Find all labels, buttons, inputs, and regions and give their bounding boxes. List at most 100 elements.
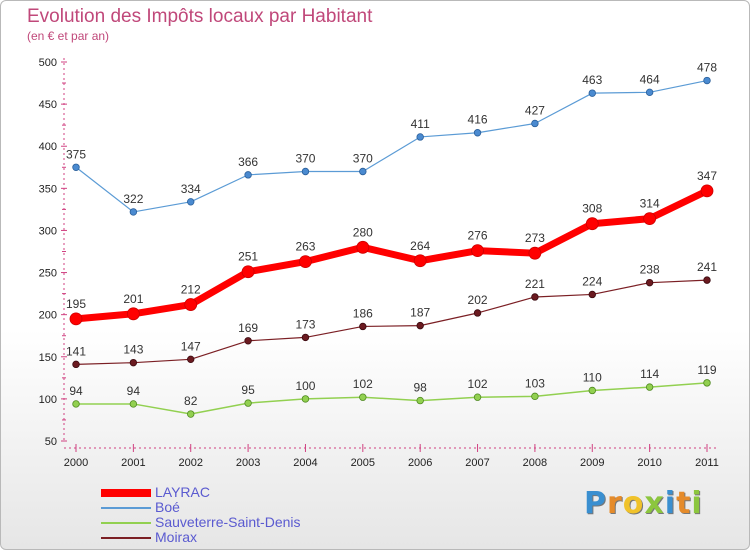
data-point: [72, 163, 80, 171]
data-label: 95: [241, 383, 255, 397]
y-tick-label: 450: [39, 99, 57, 111]
data-label: 280: [353, 225, 373, 239]
legend-label: Sauveterre-Saint-Denis: [155, 514, 301, 530]
legend-swatch: [101, 507, 151, 509]
chart-subtitle: (en € et par an): [27, 29, 110, 43]
x-tick-label: 2009: [580, 457, 604, 469]
data-point: [244, 399, 252, 407]
data-point: [703, 76, 711, 85]
series-moirax: 141 143 147 169 173 186 187 202 221 224 238 241: [66, 260, 717, 369]
data-point: [187, 355, 195, 364]
logo-letter: P: [584, 486, 607, 521]
data-point: [588, 386, 596, 395]
data-label: 147: [181, 339, 201, 353]
data-label: 464: [640, 72, 660, 86]
data-label: 416: [468, 113, 488, 127]
legend-label: Boé: [155, 499, 180, 515]
data-point: [72, 360, 80, 369]
data-label: 224: [582, 274, 602, 288]
data-label: 173: [295, 317, 315, 331]
chart-title: Evolution des Impôts locaux par Habitant: [27, 6, 373, 27]
data-label: 201: [123, 292, 143, 306]
data-point: [645, 383, 654, 391]
data-point: [645, 278, 654, 287]
data-label: 238: [640, 263, 660, 277]
data-point: [356, 240, 370, 254]
data-label: 370: [353, 151, 373, 165]
series-line: [76, 382, 708, 415]
data-point: [72, 400, 80, 408]
data-point: [643, 212, 657, 226]
data-label: 98: [414, 381, 428, 395]
x-tick-label: 2001: [121, 457, 145, 469]
data-point: [301, 333, 310, 342]
data-label: 375: [66, 147, 86, 161]
data-label: 273: [525, 231, 545, 245]
data-point: [129, 400, 138, 408]
data-label: 314: [640, 197, 660, 211]
data-point: [531, 392, 539, 401]
data-label: 411: [411, 117, 430, 131]
data-label: 241: [697, 260, 717, 274]
data-label: 264: [410, 239, 430, 253]
data-label: 102: [353, 377, 373, 391]
logo-letter: r: [607, 486, 623, 521]
logo-letter: i: [691, 486, 703, 521]
data-point: [187, 198, 195, 206]
data-label: 263: [295, 240, 315, 254]
series-layrac: 195 201 212 251 263 280 264 276 273 308 314 347: [66, 169, 717, 326]
data-point: [473, 309, 482, 317]
data-point: [299, 255, 312, 269]
data-label: 308: [582, 202, 602, 216]
logo-letter: o: [622, 486, 645, 521]
data-point: [528, 246, 542, 260]
legend-swatch: [101, 489, 151, 497]
series-sauveterre-saint-denis: 94 94 82 95 100 102 98 102 103 110 114 119: [69, 363, 717, 418]
data-point: [471, 244, 484, 258]
data-label: 102: [468, 377, 488, 391]
data-label: 143: [123, 343, 143, 357]
data-label: 347: [697, 169, 717, 183]
data-label: 94: [127, 384, 141, 398]
data-point: [700, 184, 714, 198]
data-label: 334: [181, 182, 201, 196]
data-label: 82: [184, 394, 198, 408]
y-tick-label: 300: [39, 225, 57, 237]
y-tick-label: 200: [39, 310, 57, 322]
data-point: [703, 379, 711, 387]
data-label: 322: [123, 192, 143, 206]
data-point: [416, 321, 424, 330]
data-label: 141: [66, 344, 86, 358]
data-label: 478: [697, 61, 717, 75]
data-point: [301, 395, 310, 403]
y-tick-label: 400: [39, 141, 57, 153]
data-label: 276: [468, 229, 488, 243]
y-tick-label: 250: [39, 268, 57, 280]
data-point: [531, 119, 539, 128]
data-point: [703, 276, 711, 284]
data-point: [129, 358, 138, 367]
data-label: 195: [66, 297, 86, 311]
data-label: 169: [238, 321, 258, 335]
data-label: 94: [69, 384, 83, 398]
data-point: [184, 298, 198, 311]
data-label: 110: [583, 370, 602, 384]
logo-letter: i: [664, 486, 677, 521]
series-line: [75, 79, 708, 213]
data-point: [359, 393, 367, 401]
data-point: [126, 307, 140, 321]
x-tick-label: 2000: [64, 457, 88, 469]
x-tick-label: 2011: [695, 457, 719, 469]
data-label: 212: [181, 283, 201, 297]
data-point: [359, 322, 367, 331]
data-point: [416, 133, 424, 141]
series-bo-: 375 322 334 366 370 370 411 416 427 463 464 478: [66, 61, 717, 216]
y-tick-label: 500: [39, 57, 57, 69]
data-point: [416, 396, 424, 405]
y-tick-label: 350: [39, 183, 57, 195]
data-point: [129, 208, 138, 216]
data-point: [241, 265, 255, 279]
data-point: [588, 290, 596, 299]
data-point: [473, 393, 482, 401]
